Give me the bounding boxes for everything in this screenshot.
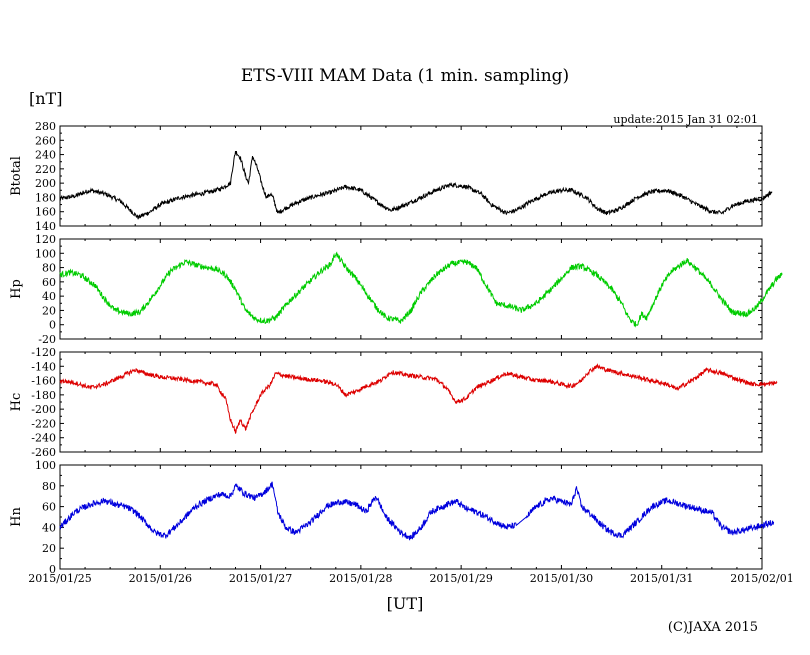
y-tick-label: -240 — [31, 432, 56, 445]
y-tick-label: 0 — [49, 563, 56, 576]
y-tick-label: 280 — [35, 120, 56, 133]
x-tick-label: 2015/01/31 — [630, 572, 693, 585]
y-tick-label: 80 — [42, 262, 56, 275]
panel-frame-hc — [59, 351, 763, 453]
y-tick-label: 200 — [35, 177, 56, 190]
y-tick-label: 60 — [42, 276, 56, 289]
series-line-btotal — [59, 150, 773, 220]
y-tick-label: 180 — [35, 191, 56, 204]
x-tick-label: 2015/01/30 — [530, 572, 593, 585]
y-tick-label: -180 — [31, 389, 56, 402]
y-tick-label: 40 — [42, 290, 56, 303]
update-timestamp: update:2015 Jan 31 02:01 — [613, 113, 758, 126]
y-tick-label: 160 — [35, 206, 56, 219]
y-tick-label: 0 — [49, 319, 56, 332]
y-unit-label: [nT] — [29, 89, 63, 108]
y-tick-label: 20 — [42, 304, 56, 317]
panel-ylabel: Hn — [9, 507, 24, 527]
y-tick-label: 120 — [35, 233, 56, 246]
y-tick-label: -140 — [31, 360, 56, 373]
series-line-hp — [59, 251, 783, 328]
y-tick-label: 260 — [35, 134, 56, 147]
y-tick-label: 40 — [42, 521, 56, 534]
panel-frame-btotal — [59, 125, 763, 227]
y-tick-label: 100 — [35, 247, 56, 260]
panel-frame-hn — [59, 464, 763, 570]
y-tick-label: 240 — [35, 149, 56, 162]
y-tick-label: -220 — [31, 417, 56, 430]
series-line-hc — [59, 363, 778, 434]
x-tick-label: 2015/02/01 — [730, 572, 793, 585]
x-axis-unit: [UT] — [386, 594, 424, 613]
chart-title: ETS-VIII MAM Data (1 min. sampling) — [240, 66, 570, 86]
panel-ylabel: Btotal — [9, 156, 24, 196]
panel-ylabel: Hc — [9, 393, 24, 412]
copyright: (C)JAXA 2015 — [667, 620, 758, 635]
y-tick-label: -200 — [31, 403, 56, 416]
y-tick-label: -120 — [31, 346, 56, 359]
y-tick-label: -160 — [31, 375, 56, 388]
x-tick-label: 2015/01/25 — [28, 572, 91, 585]
y-tick-label: 60 — [42, 501, 56, 514]
y-tick-label: 220 — [35, 163, 56, 176]
series-line-hn — [59, 481, 775, 541]
x-tick-label: 2015/01/26 — [129, 572, 192, 585]
x-tick-label: 2015/01/28 — [329, 572, 392, 585]
y-tick-label: -20 — [38, 333, 56, 346]
x-tick-label: 2015/01/29 — [429, 572, 492, 585]
y-tick-label: 100 — [35, 459, 56, 472]
y-tick-label: -260 — [31, 446, 56, 459]
y-tick-label: 140 — [35, 220, 56, 233]
y-tick-label: 20 — [42, 542, 56, 555]
y-tick-label: 80 — [42, 480, 56, 493]
panel-ylabel: Hp — [9, 279, 24, 299]
panel-frame-hp — [59, 238, 763, 340]
x-tick-label: 2015/01/27 — [229, 572, 292, 585]
